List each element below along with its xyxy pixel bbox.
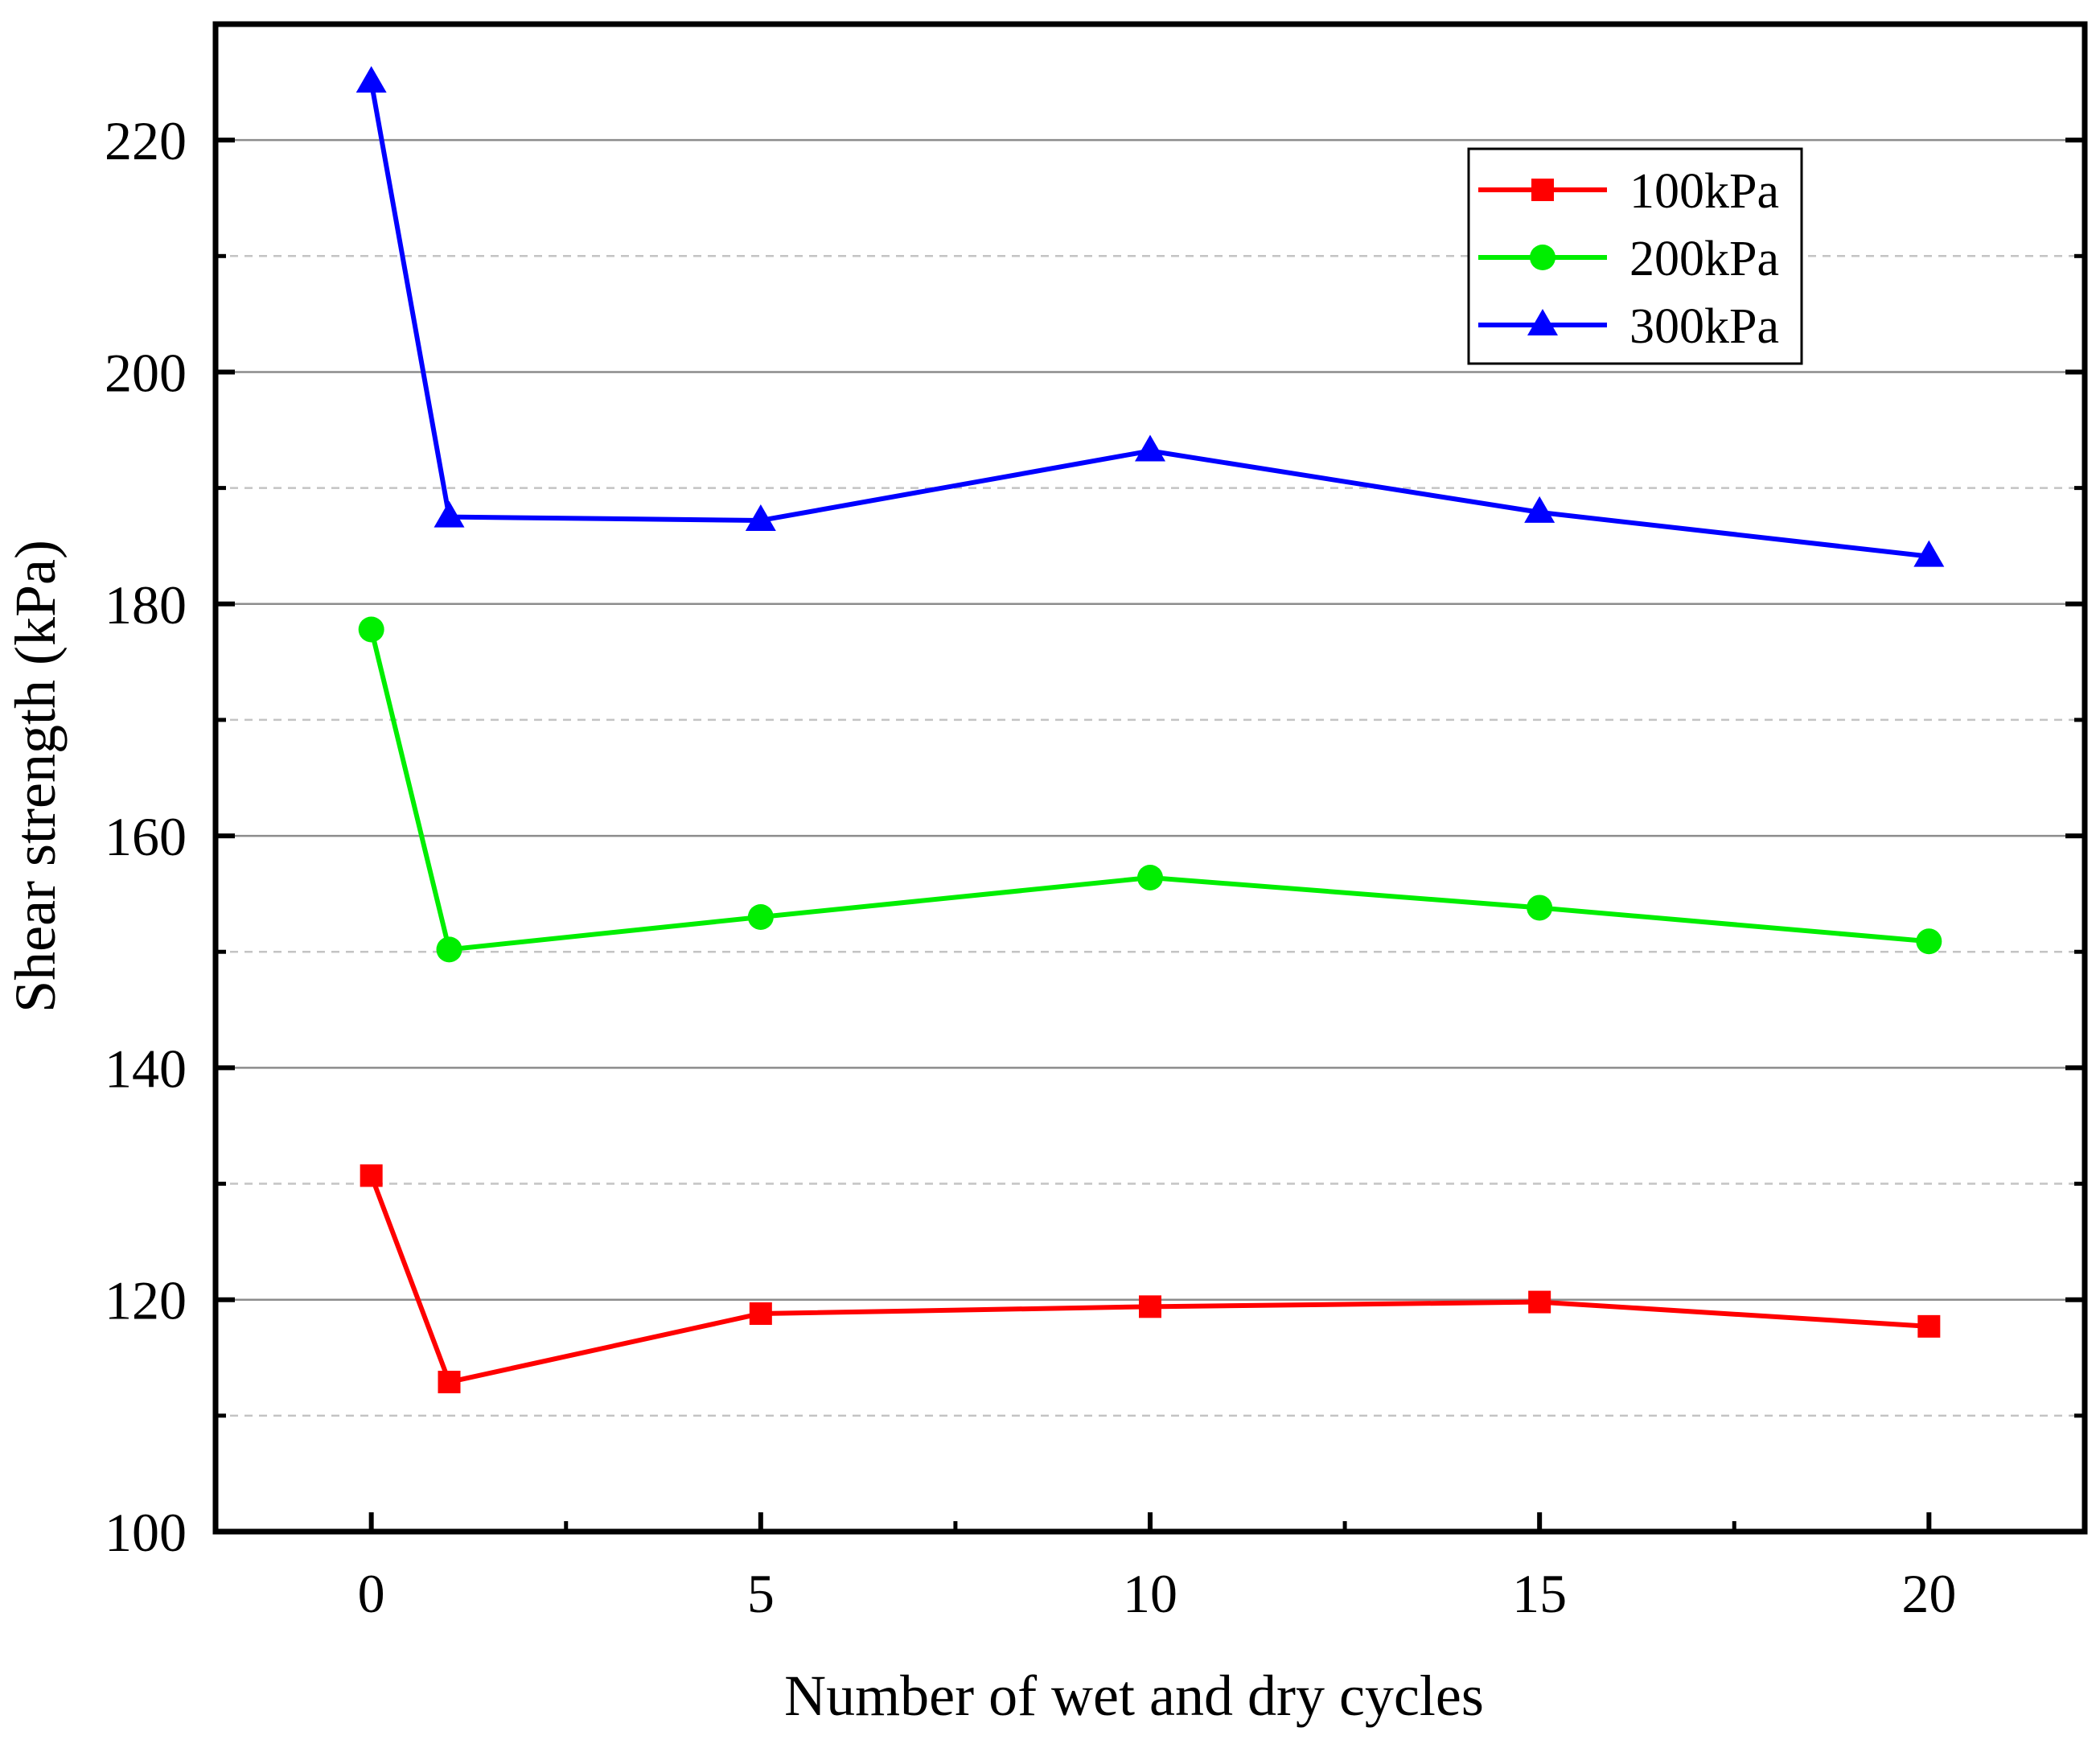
- legend-item: 100kPa: [1478, 164, 1779, 219]
- data-point: [436, 936, 462, 963]
- legend-label: 100kPa: [1629, 164, 1779, 219]
- data-point: [355, 66, 387, 93]
- y-tick-label: 140: [105, 1038, 187, 1099]
- axis-ticks: [216, 138, 2085, 1534]
- y-tick-label: 120: [105, 1270, 187, 1331]
- y-tick-label: 200: [105, 342, 187, 403]
- data-point: [1137, 864, 1163, 890]
- data-point: [1524, 496, 1555, 523]
- series-200kPa: [358, 616, 1942, 963]
- grid-lines: [216, 138, 2085, 1417]
- data-point: [360, 1164, 383, 1187]
- x-tick-label: 15: [1512, 1563, 1567, 1624]
- data-point: [745, 504, 776, 531]
- legend-marker: [1527, 309, 1558, 335]
- series-line: [368, 628, 1929, 952]
- legend-marker: [1531, 179, 1554, 201]
- data-point: [1916, 928, 1942, 955]
- y-tick-label: 160: [105, 806, 187, 867]
- y-tick-label: 180: [105, 574, 187, 635]
- series-line: [368, 1174, 1929, 1385]
- data-point: [1913, 540, 1945, 567]
- legend-marker: [1530, 245, 1555, 270]
- data-point: [1135, 434, 1165, 462]
- legend-label: 300kPa: [1629, 299, 1779, 354]
- data-series: [355, 66, 1945, 1394]
- data-point: [1917, 1314, 1941, 1338]
- x-tick-label: 5: [747, 1563, 775, 1624]
- legend-item: 200kPa: [1478, 232, 1779, 286]
- x-tick-label: 10: [1123, 1563, 1177, 1624]
- x-axis-title: Number of wet and dry cycles: [784, 1664, 1484, 1728]
- tick-labels: 100 120 140 160 180 200 220 0 5 10 15 20: [105, 110, 1956, 1624]
- data-point: [747, 903, 774, 930]
- data-point: [1527, 895, 1553, 921]
- data-point: [438, 1371, 461, 1394]
- y-axis-title: Shear strength (kPa): [3, 540, 68, 1013]
- legend: 100kPa 200kPa 300kPa: [1467, 147, 1803, 365]
- series-300kPa: [355, 66, 1945, 567]
- data-point: [434, 500, 465, 528]
- series-100kPa: [360, 1164, 1941, 1394]
- data-point: [1139, 1295, 1161, 1318]
- series-line: [368, 81, 1929, 559]
- legend-label: 200kPa: [1629, 232, 1779, 286]
- x-tick-label: 20: [1901, 1563, 1956, 1624]
- legend-item: 300kPa: [1478, 299, 1779, 354]
- x-tick-label: 0: [358, 1563, 385, 1624]
- y-tick-label: 100: [105, 1502, 187, 1563]
- data-point: [749, 1302, 772, 1325]
- y-tick-label: 220: [105, 110, 187, 171]
- data-point: [1528, 1290, 1551, 1314]
- data-point: [358, 616, 384, 643]
